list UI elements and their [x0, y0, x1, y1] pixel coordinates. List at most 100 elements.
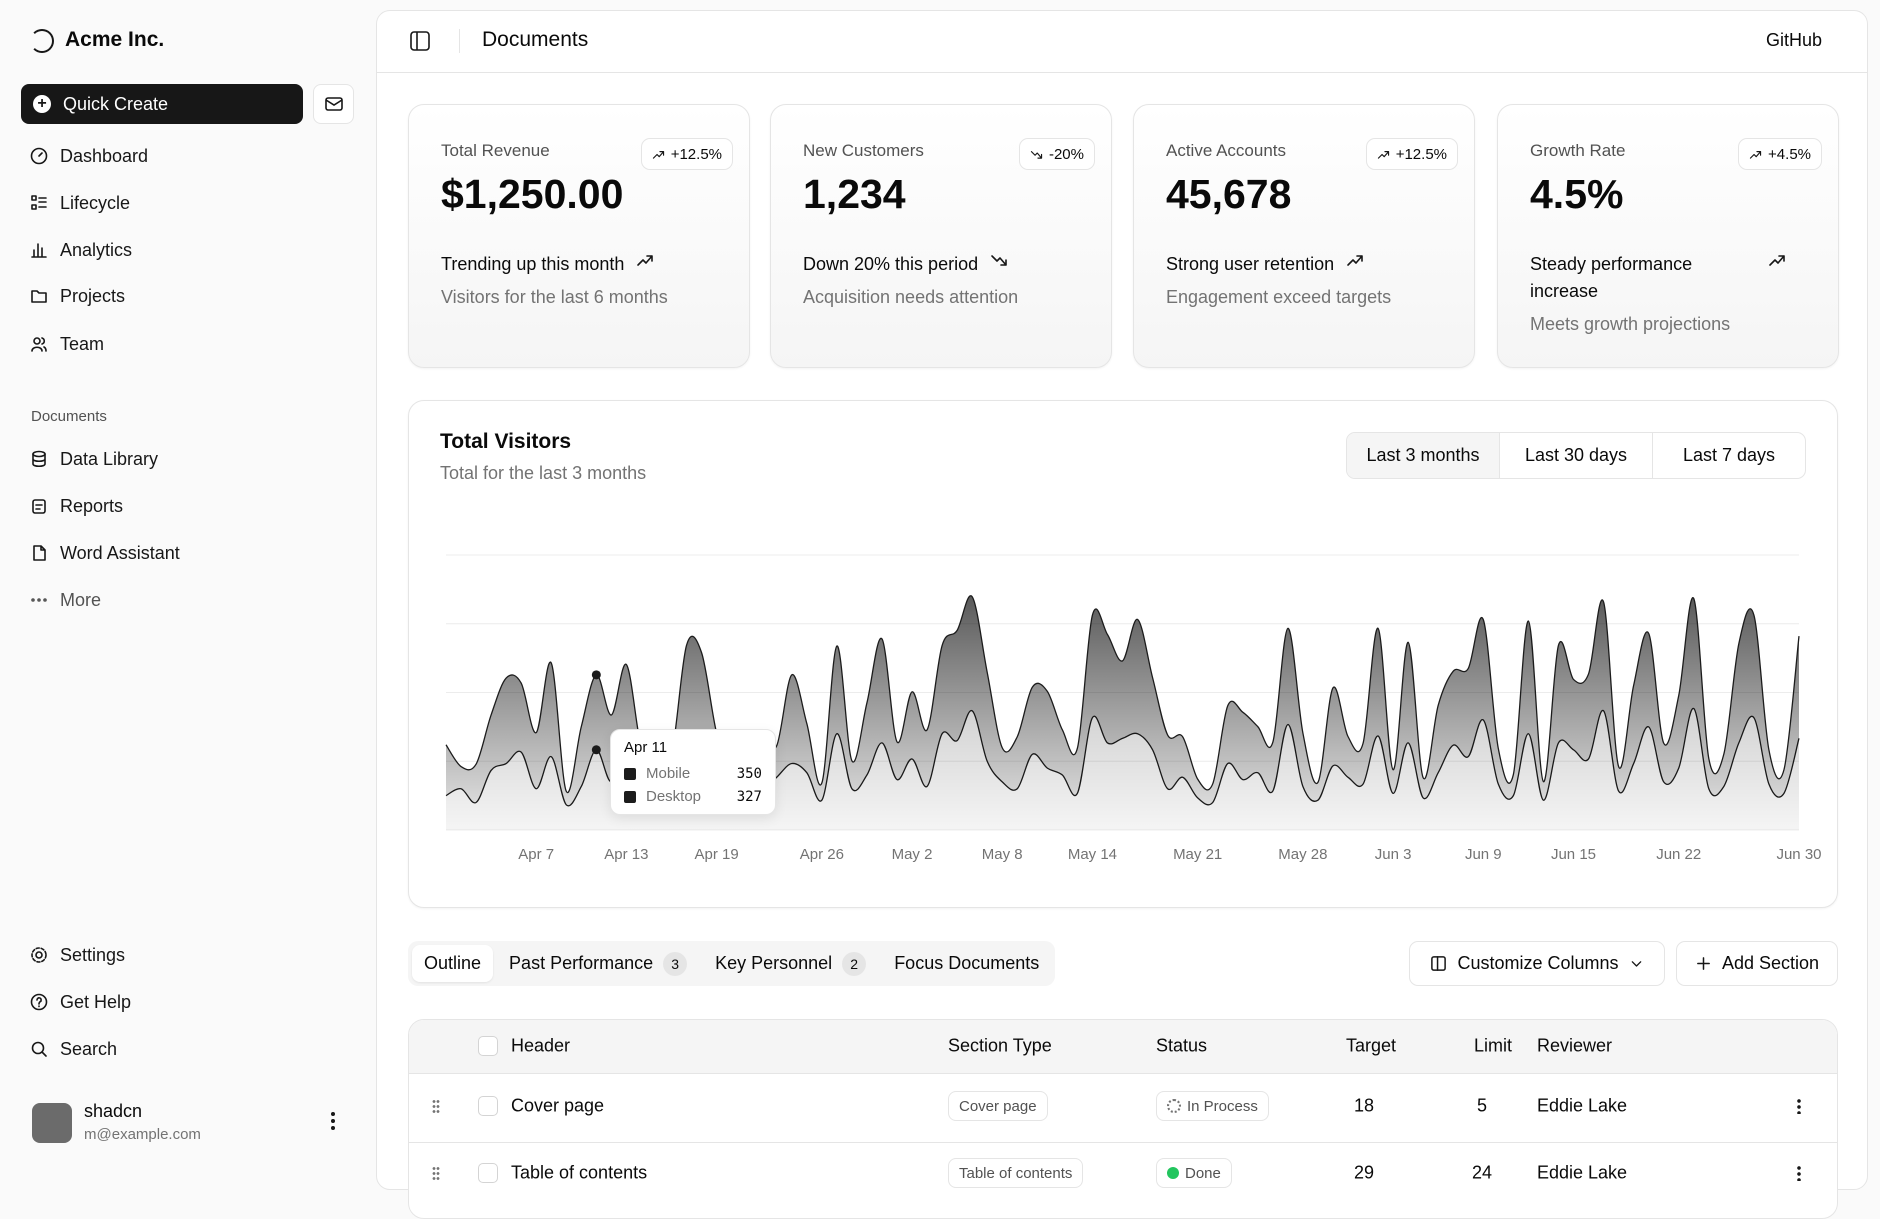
sidebar-toggle[interactable] [410, 31, 430, 51]
quick-create-button[interactable]: + Quick Create [21, 84, 303, 124]
footer-nav-item[interactable]: Settings [30, 935, 125, 975]
github-link[interactable]: GitHub [1766, 30, 1822, 51]
body: Acme Inc. + Quick Create Documents shadc… [0, 0, 1880, 1175]
document-label: Data Library [60, 449, 158, 470]
metric-note: Visitors for the last 6 months [441, 287, 668, 308]
icon [1768, 251, 1786, 269]
brand: Acme Inc. [65, 28, 164, 52]
quick-create-label: Quick Create [63, 94, 168, 115]
page-title: Documents [482, 28, 588, 52]
header-separator [459, 29, 460, 53]
tabs: Outline Past Performance3Key Personnel2 Fo… [408, 941, 1055, 986]
footer-nav-item[interactable]: Get Help [30, 982, 131, 1022]
tooltip-swatch [624, 791, 636, 803]
metric-label: Growth Rate [1530, 141, 1625, 161]
icon [30, 1040, 48, 1058]
tooltip-row: Mobile350 [624, 762, 762, 785]
action-button[interactable]: Add Section [1676, 941, 1838, 986]
tab[interactable]: Past Performance3 [497, 945, 699, 982]
metric-note: Meets growth projections [1530, 314, 1730, 335]
icon [636, 251, 654, 269]
icon [652, 148, 665, 161]
metric-card: Growth Rate +4.5% 4.5% Steady performance i… [1497, 104, 1839, 368]
tooltip-value: 350 [737, 766, 762, 782]
nav-label: Team [60, 334, 104, 355]
range-option[interactable]: Last 3 months [1347, 433, 1499, 478]
inbox-button[interactable] [313, 84, 354, 124]
metric-card: New Customers -20% 1,234 Down 20% this peri… [770, 104, 1112, 368]
metric-value: 1,234 [803, 171, 906, 218]
icon [1377, 148, 1390, 161]
metric-trend-text: Steady performance increase [1530, 251, 1756, 305]
icon [30, 147, 48, 165]
nav-item[interactable]: Team [30, 324, 104, 364]
icon [1749, 148, 1762, 161]
metric-trend-text: Down 20% this period [803, 251, 978, 278]
metric-label: New Customers [803, 141, 924, 161]
avatar [32, 1103, 72, 1143]
metric-badge: +4.5% [1738, 138, 1822, 170]
icon [1030, 148, 1043, 161]
tab[interactable]: Outline [412, 945, 493, 982]
nav-item[interactable]: Projects [30, 276, 125, 316]
nav-item[interactable]: Dashboard [30, 136, 148, 176]
footer-nav-label: Search [60, 1039, 117, 1060]
tooltip-swatch [624, 768, 636, 780]
table-header [409, 1020, 1838, 1074]
tab[interactable]: Focus Documents [882, 945, 1051, 982]
metric-trend: Steady performance increase [1530, 251, 1786, 305]
tab[interactable]: Key Personnel2 [703, 945, 878, 982]
user-email: m@example.com [84, 1126, 201, 1143]
metric-trend-text: Trending up this month [441, 251, 624, 278]
range-option[interactable]: Last 30 days [1499, 433, 1652, 478]
footer-nav-item[interactable]: Search [30, 1029, 117, 1069]
metric-badge-text: +12.5% [671, 146, 722, 163]
page: Dashboard { "sidebar": { "brand": "Acme … [0, 0, 1880, 1175]
metric-value: $1,250.00 [441, 171, 623, 218]
row-divider [409, 1142, 1838, 1143]
nav-label: Lifecycle [60, 193, 130, 214]
document-item[interactable]: Reports [30, 486, 123, 526]
icon [1430, 955, 1447, 972]
metric-badge: -20% [1019, 138, 1095, 170]
document-item[interactable]: More [30, 580, 101, 620]
metric-value: 4.5% [1530, 171, 1623, 218]
user-menu[interactable] [331, 1112, 335, 1130]
metric-badge: +12.5% [1366, 138, 1458, 170]
icon [30, 450, 48, 468]
document-item[interactable]: Word Assistant [30, 533, 180, 573]
tooltip-row: Desktop327 [624, 785, 762, 808]
documents-heading: Documents [31, 408, 107, 425]
plus-icon: + [33, 95, 51, 113]
range-option[interactable]: Last 7 days [1652, 433, 1805, 478]
header-divider [376, 72, 1868, 73]
tooltip: Apr 11Mobile350Desktop327 [610, 729, 776, 815]
nav-label: Projects [60, 286, 125, 307]
mail-icon [325, 97, 343, 111]
range-toggle: Last 3 monthsLast 30 daysLast 7 days [1346, 432, 1806, 479]
metric-card: Total Revenue +12.5% $1,250.00 Trending up … [408, 104, 750, 368]
nav-item[interactable]: Analytics [30, 230, 132, 270]
tab-label: Outline [424, 953, 481, 974]
tooltip-value: 327 [737, 789, 762, 805]
nav-item[interactable]: Lifecycle [30, 183, 130, 223]
icon [1346, 251, 1364, 269]
tab-label: Focus Documents [894, 953, 1039, 974]
document-label: Word Assistant [60, 543, 180, 564]
metric-label: Total Revenue [441, 141, 550, 161]
metric-trend: Down 20% this period [803, 251, 1008, 278]
metric-badge-text: -20% [1049, 146, 1084, 163]
nav-label: Analytics [60, 240, 132, 261]
icon [30, 544, 48, 562]
action-button[interactable]: Customize Columns [1409, 941, 1665, 986]
footer-nav-label: Get Help [60, 992, 131, 1013]
tab-label: Key Personnel [715, 953, 832, 974]
metric-badge-text: +12.5% [1396, 146, 1447, 163]
icon [30, 241, 48, 259]
chart-title: Total Visitors [440, 430, 571, 454]
document-item[interactable]: Data Library [30, 439, 158, 479]
icon [1695, 955, 1712, 972]
action-label: Add Section [1722, 953, 1819, 974]
footer-nav-label: Settings [60, 945, 125, 966]
metric-label: Active Accounts [1166, 141, 1286, 161]
